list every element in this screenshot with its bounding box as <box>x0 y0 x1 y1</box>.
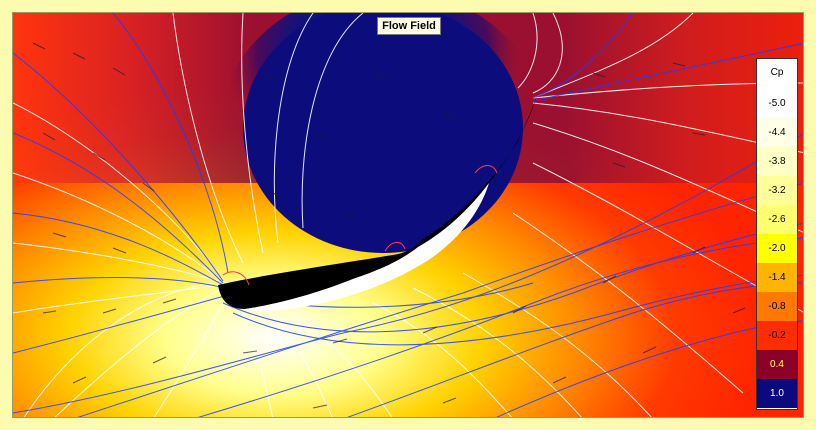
legend-entry: -0.8 <box>757 292 797 321</box>
legend-entry: -4.4 <box>757 118 797 147</box>
flow-field-canvas[interactable] <box>13 13 804 418</box>
legend-entry: -0.2 <box>757 321 797 350</box>
flow-field-plot[interactable]: Cp -5.0 -4.4 -3.8 -3.2 -2.6 -2.0 -1.4 -0.8 -0.2 0… <box>12 12 804 418</box>
legend-entry: -3.2 <box>757 176 797 205</box>
legend-entry: 1.0 <box>757 379 797 408</box>
legend-label: Cp <box>770 67 784 78</box>
legend-entry: -3.8 <box>757 147 797 176</box>
legend-entry: -2.6 <box>757 205 797 234</box>
legend-entry: 0.4 <box>757 350 797 379</box>
legend-entry: -2.0 <box>757 234 797 263</box>
airfoil-shape <box>218 89 539 312</box>
cp-legend: Cp -5.0 -4.4 -3.8 -3.2 -2.6 -2.0 -1.4 -0.8 -0.2 0… <box>756 58 798 410</box>
legend-entry: -5.0 <box>757 89 797 118</box>
legend-entry: -1.4 <box>757 263 797 292</box>
window-title: Flow Field <box>377 17 441 35</box>
